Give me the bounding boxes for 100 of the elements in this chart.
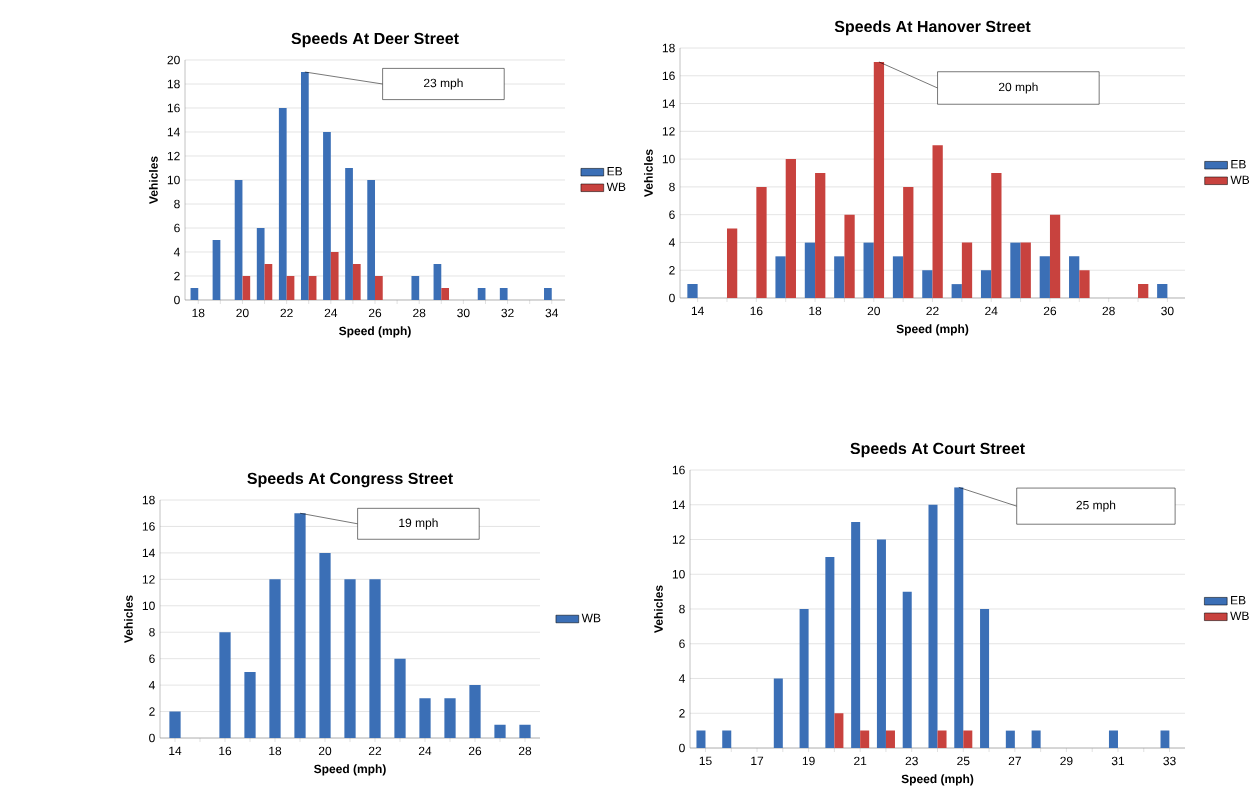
bar: [190, 288, 199, 300]
bar: [367, 180, 376, 300]
chart-title: Speeds At Congress Street: [247, 472, 453, 488]
x-tick-label: 24: [985, 306, 998, 316]
bar: [722, 730, 732, 748]
chart-title: Speeds At Court Street: [850, 442, 1025, 458]
bar: [419, 698, 431, 738]
y-tick-label: 8: [174, 199, 180, 209]
bar: [411, 276, 420, 300]
bar: [544, 288, 552, 300]
annotation: 20 mph: [998, 82, 1038, 94]
x-tick-label: 30: [1161, 306, 1174, 316]
bar: [344, 579, 356, 738]
x-tick-label: 20: [867, 306, 880, 316]
x-tick-label: 26: [368, 308, 382, 318]
legend-label: WB: [581, 613, 601, 623]
bar: [264, 264, 273, 300]
bar: [244, 671, 256, 738]
bar: [308, 276, 317, 300]
bar: [375, 276, 383, 300]
x-tick-label: 17: [751, 756, 764, 765]
bar: [928, 504, 938, 748]
y-tick-label: 12: [142, 575, 155, 584]
y-tick-label: 12: [672, 535, 685, 544]
bar: [937, 730, 947, 748]
bar: [851, 522, 861, 748]
x-tick-label: 25: [957, 756, 970, 766]
bar: [1108, 730, 1118, 748]
y-tick-label: 4: [173, 247, 180, 257]
bar: [469, 685, 481, 738]
y-tick-label: 6: [679, 639, 685, 649]
x-tick-label: 22: [368, 746, 382, 756]
bar: [286, 276, 295, 300]
bar: [444, 698, 456, 738]
x-tick-label: 28: [1102, 306, 1115, 316]
bar: [1079, 270, 1090, 298]
bar: [499, 288, 508, 300]
x-tick-label: 19: [802, 756, 815, 766]
bar: [169, 711, 181, 738]
x-tick-label: 18: [809, 306, 822, 316]
bar: [860, 730, 870, 748]
bar: [902, 591, 912, 748]
bar: [441, 288, 450, 300]
y-tick-label: 16: [167, 103, 180, 113]
bar: [219, 632, 231, 738]
annotation: 25 mph: [1076, 500, 1116, 512]
y-tick-label: 0: [679, 743, 685, 753]
bar: [269, 579, 281, 738]
bar: [687, 284, 698, 298]
bar: [834, 713, 844, 748]
y-axis-title: Vehicles: [148, 156, 158, 204]
y-tick-label: 14: [142, 548, 155, 558]
bar: [1010, 242, 1021, 298]
y-tick-label: 20: [167, 55, 180, 65]
y-tick-label: 2: [174, 271, 180, 281]
y-tick-label: 4: [678, 674, 685, 683]
x-tick-label: 34: [545, 308, 559, 318]
chart-title: Speeds At Hanover Street: [834, 20, 1031, 36]
annotation: 19 mph: [399, 518, 438, 530]
y-axis-title: Vehicles: [123, 595, 133, 643]
x-axis-title: Speed (mph): [339, 326, 411, 338]
x-tick-label: 28: [413, 308, 426, 318]
y-axis-title: Vehicles: [643, 149, 653, 197]
y-tick-label: 16: [662, 71, 675, 81]
y-tick-label: 6: [149, 654, 155, 663]
x-tick-label: 32: [501, 308, 514, 318]
bar: [1005, 730, 1015, 748]
bar: [961, 242, 973, 298]
y-tick-label: 14: [662, 99, 675, 108]
x-tick-label: 20: [318, 746, 332, 756]
bar: [775, 256, 786, 298]
bar: [756, 186, 767, 298]
bar: [323, 132, 331, 300]
bar: [785, 159, 796, 298]
bar: [922, 270, 933, 298]
bar: [345, 168, 353, 300]
x-tick-label: 24: [324, 308, 338, 318]
bar: [369, 579, 381, 738]
x-tick-label: 21: [854, 756, 867, 766]
bar: [433, 264, 442, 300]
legend-label: EB: [1231, 596, 1246, 605]
x-tick-label: 23: [905, 756, 918, 766]
y-tick-label: 6: [669, 210, 675, 219]
y-tick-label: 12: [167, 151, 180, 161]
chart-title: Speeds At Deer Street: [291, 32, 459, 48]
bar: [330, 252, 339, 300]
y-tick-label: 10: [672, 570, 685, 579]
y-tick-label: 18: [167, 79, 180, 89]
x-tick-label: 31: [1111, 756, 1125, 766]
bar: [494, 724, 506, 738]
y-tick-label: 4: [148, 680, 155, 690]
bar: [980, 270, 992, 298]
bar: [773, 678, 783, 748]
bar: [1157, 284, 1168, 298]
bar: [278, 108, 287, 300]
legend-label: WB: [1230, 611, 1249, 620]
y-tick-label: 6: [174, 223, 180, 233]
y-tick-label: 4: [668, 238, 675, 247]
x-tick-label: 27: [1008, 756, 1021, 766]
bar: [234, 180, 243, 300]
